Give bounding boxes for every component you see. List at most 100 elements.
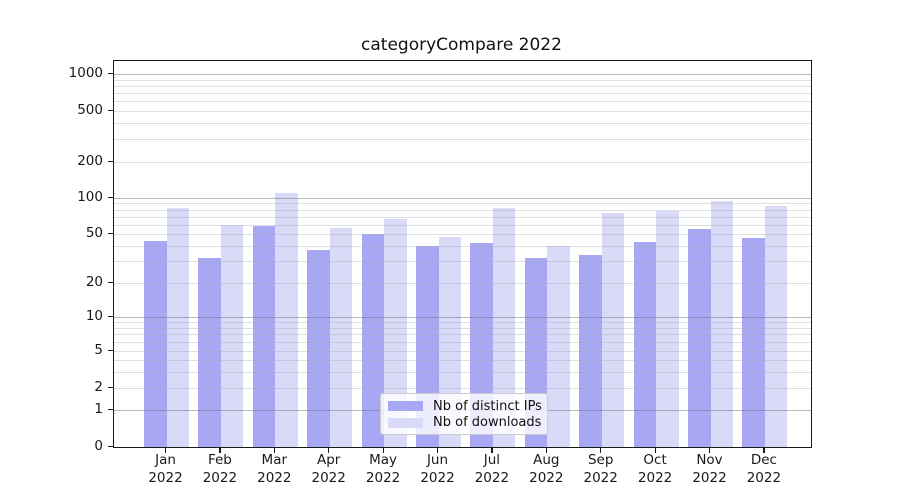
y-tick-mark: [108, 72, 113, 74]
legend-swatch-downloads: [388, 417, 423, 428]
x-tick-label: Oct 2022: [637, 452, 673, 486]
bar-distinct-ips: [688, 229, 711, 447]
x-tick-label: Aug 2022: [529, 452, 564, 486]
x-tick-mark: [491, 447, 493, 453]
y-tick-mark: [108, 109, 113, 111]
x-tick-mark: [165, 447, 167, 453]
gridline-minor: [114, 93, 811, 95]
bar-downloads: [547, 245, 570, 447]
y-tick-mark: [108, 281, 113, 283]
bar-distinct-ips: [307, 250, 330, 447]
gridline-minor: [114, 85, 811, 87]
gridline-major: [114, 74, 811, 76]
gridline-minor: [114, 334, 811, 336]
gridline-major: [114, 198, 811, 200]
bar-downloads: [220, 224, 244, 447]
gridline-major: [114, 317, 811, 319]
plot-area: [113, 60, 812, 448]
y-tick-label: 500: [77, 101, 103, 118]
bar-downloads: [384, 218, 407, 447]
x-tick-mark: [709, 447, 711, 453]
legend-item-downloads: Nb of downloads: [388, 415, 542, 432]
x-tick-mark: [328, 447, 330, 453]
gridline-minor: [114, 162, 811, 163]
legend-label-distinct-ips: Nb of distinct IPs: [433, 398, 542, 414]
gridline-minor: [114, 111, 811, 112]
bar-distinct-ips: [198, 257, 221, 447]
x-tick-mark: [273, 447, 276, 453]
x-tick-label: Sep 2022: [583, 452, 618, 486]
gridline-minor: [114, 203, 811, 205]
y-tick-label: 10: [85, 307, 103, 324]
gridline-minor: [114, 224, 811, 226]
legend-swatch-distinct-ips: [388, 401, 423, 412]
bar-downloads: [329, 228, 353, 447]
y-tick-label: 2: [94, 378, 103, 395]
gridline-minor: [114, 342, 811, 344]
gridline-minor: [114, 371, 811, 373]
x-tick-mark: [600, 447, 602, 453]
gridline-minor: [114, 360, 811, 361]
bar-downloads: [601, 212, 625, 447]
gridline-minor: [114, 139, 811, 141]
bar-distinct-ips: [579, 254, 602, 447]
x-tick-label: Mar 2022: [257, 452, 292, 486]
x-tick-label: May 2022: [365, 452, 401, 486]
bar-downloads: [275, 193, 298, 447]
x-tick-label: Nov 2022: [692, 452, 727, 486]
x-tick-label: Jun 2022: [420, 452, 455, 486]
y-tick-label: 100: [77, 188, 103, 205]
bar-downloads: [710, 200, 733, 447]
x-tick-label: Apr 2022: [311, 452, 346, 486]
x-tick-mark: [763, 447, 765, 453]
y-tick-mark: [108, 160, 113, 162]
gridline-minor: [114, 234, 811, 235]
legend: Nb of distinct IPs Nb of downloads: [380, 393, 548, 435]
x-tick-mark: [654, 447, 656, 453]
y-tick-mark: [108, 349, 113, 351]
bar-distinct-ips: [252, 226, 276, 447]
grid-layer: [114, 61, 811, 447]
y-tick-mark: [108, 196, 113, 198]
x-tick-label: Jul 2022: [474, 452, 510, 486]
y-tick-label: 50: [85, 224, 103, 241]
gridline-minor: [114, 101, 811, 103]
x-tick-mark: [219, 447, 221, 453]
y-tick-mark: [108, 445, 113, 447]
bar-downloads: [656, 210, 679, 447]
gridline-minor: [114, 79, 811, 81]
y-tick-mark: [108, 386, 113, 388]
y-tick-label: 1000: [68, 64, 103, 81]
bar-distinct-ips: [144, 240, 167, 447]
y-tick-label: 200: [77, 152, 103, 169]
gridline-minor: [114, 216, 811, 218]
y-tick-mark: [108, 315, 113, 317]
bar-downloads: [764, 205, 788, 447]
y-tick-label: 5: [94, 341, 103, 358]
gridline-minor: [114, 123, 811, 125]
x-tick-mark: [382, 447, 384, 453]
y-tick-mark: [108, 408, 113, 410]
gridline-minor: [114, 388, 811, 389]
chart-title: categoryCompare 2022: [361, 35, 562, 55]
x-tick-mark: [545, 447, 548, 453]
bar-distinct-ips: [633, 242, 657, 447]
bar-downloads: [166, 208, 189, 447]
gridline-minor: [114, 327, 811, 329]
legend-label-downloads: Nb of downloads: [433, 415, 542, 431]
bar-distinct-ips: [742, 238, 765, 447]
bar-downloads: [492, 208, 516, 447]
gridline-minor: [114, 261, 811, 263]
x-tick-label: Feb 2022: [202, 452, 238, 486]
x-tick-mark: [437, 447, 439, 453]
gridline-minor: [114, 209, 811, 211]
gridline-minor: [114, 245, 811, 247]
gridline-minor: [114, 322, 811, 324]
gridline-minor: [114, 351, 811, 352]
y-tick-label: 0: [94, 437, 103, 454]
bar-distinct-ips: [361, 234, 385, 447]
y-tick-mark: [108, 232, 113, 234]
y-tick-label: 20: [85, 273, 103, 290]
y-tick-label: 1: [94, 400, 103, 417]
